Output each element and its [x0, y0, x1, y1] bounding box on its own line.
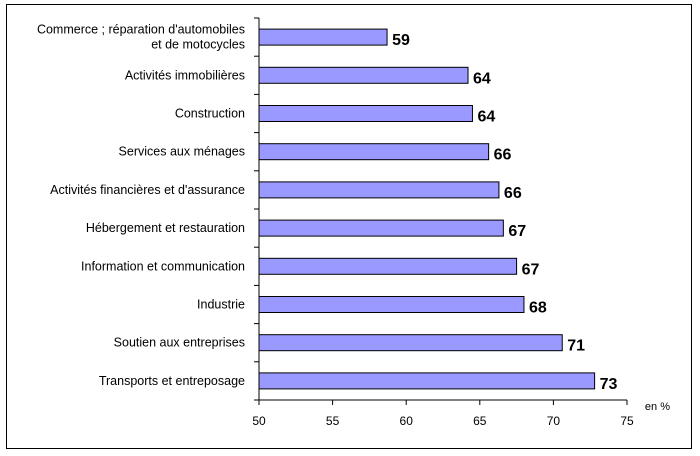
category-label: Activités immobilières — [125, 68, 245, 82]
x-tick-label: 70 — [547, 414, 561, 428]
category-label: Services aux ménages — [119, 145, 245, 159]
value-label: 71 — [567, 338, 585, 355]
value-label: 67 — [522, 261, 540, 278]
bar — [258, 334, 563, 352]
value-label: 66 — [504, 185, 522, 202]
category-label: Hébergement et restauration — [86, 221, 245, 235]
x-tick-label: 55 — [326, 414, 340, 428]
category-label: Transports et entreposage — [99, 374, 245, 388]
category-label: Construction — [175, 107, 245, 121]
bar — [258, 296, 525, 313]
x-unit-label: en % — [645, 401, 670, 413]
bar — [258, 257, 518, 275]
bar — [258, 181, 500, 199]
bar — [258, 28, 388, 46]
x-tick-label: 65 — [473, 414, 487, 428]
value-label: 73 — [600, 376, 618, 393]
category-label: Soutien aux entreprises — [114, 336, 245, 350]
bar — [258, 66, 469, 84]
value-label: 67 — [508, 223, 526, 240]
value-label: 66 — [494, 147, 512, 164]
value-label: 64 — [477, 109, 495, 126]
category-label: Information et communication — [81, 259, 245, 273]
bar — [258, 143, 490, 161]
value-label: 59 — [392, 32, 410, 49]
bar — [258, 219, 504, 237]
x-tick-label: 60 — [400, 414, 414, 428]
value-label: 68 — [529, 300, 547, 317]
category-label: Industrie — [197, 298, 245, 312]
category-label: Activités financières et d'assurance — [50, 183, 245, 197]
category-label: Commerce ; réparation d'automobiles — [37, 23, 245, 37]
value-label: 64 — [473, 70, 491, 87]
x-tick-label: 50 — [252, 414, 266, 428]
bar — [258, 372, 596, 390]
x-tick-label: 75 — [620, 414, 634, 428]
category-label: et de motocycles — [151, 38, 245, 52]
bar — [258, 105, 473, 122]
